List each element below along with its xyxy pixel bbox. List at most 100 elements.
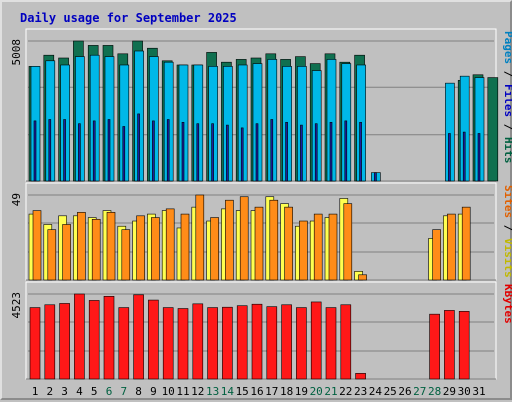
bar-visits-sites-29	[447, 213, 456, 281]
bar-kbytes-kbytes-3	[59, 303, 70, 380]
bar-visits-sites-8	[136, 215, 145, 281]
bar-visits-sites-12	[195, 194, 205, 281]
x-tick-label-27: 27	[413, 385, 426, 398]
bar-kbytes-kbytes-17	[266, 306, 278, 380]
x-tick-label-1: 1	[32, 385, 39, 398]
bar-kbytes-kbytes-23	[355, 373, 366, 380]
bar-kbytes-kbytes-8	[133, 294, 144, 380]
legend-label-traffic-2: Files	[502, 84, 512, 117]
x-tick-label-16: 16	[250, 385, 263, 398]
x-tick-label-22: 22	[339, 385, 352, 398]
bar-visits-sites-6	[106, 212, 116, 281]
bar-visits-sites-14	[225, 199, 234, 281]
bar-traffic-files-18	[285, 121, 288, 182]
bar-kbytes-kbytes-4	[74, 293, 85, 380]
bar-kbytes-kbytes-7	[118, 307, 130, 380]
x-tick-label-18: 18	[280, 385, 293, 398]
bar-traffic-files-6	[107, 119, 111, 182]
bar-kbytes-kbytes-12	[192, 303, 204, 380]
bar-traffic-files-7	[122, 126, 126, 182]
bar-traffic-files-17	[270, 119, 274, 182]
bar-traffic-files-9	[152, 120, 155, 182]
y-max-label-traffic: 5008	[10, 39, 23, 66]
bar-visits-sites-4	[77, 212, 86, 281]
bar-visits-sites-30	[461, 206, 471, 281]
bar-traffic-files-16	[255, 123, 259, 182]
bar-kbytes-kbytes-14	[222, 306, 233, 380]
bar-visits-sites-20	[313, 213, 323, 281]
x-tick-label-2: 2	[46, 385, 53, 398]
x-tick-label-4: 4	[76, 385, 83, 398]
bar-traffic-files-23	[359, 121, 362, 182]
y-max-label-kbytes: 4523	[10, 292, 23, 319]
x-tick-label-13: 13	[206, 385, 219, 398]
bar-traffic-files-31	[477, 133, 481, 182]
bar-visits-sites-16	[254, 206, 264, 281]
x-tick-label-3: 3	[61, 385, 68, 398]
x-tick-label-31: 31	[472, 385, 485, 398]
bar-traffic-files-3	[63, 119, 66, 182]
bar-kbytes-kbytes-11	[177, 308, 189, 380]
bar-traffic-hits-32	[487, 77, 499, 182]
x-tick-label-10: 10	[162, 385, 175, 398]
x-tick-label-8: 8	[135, 385, 142, 398]
x-tick-label-24: 24	[369, 385, 383, 398]
legend-label-kbytes-0: KBytes	[502, 284, 512, 324]
bar-visits-sites-9	[151, 217, 160, 281]
y-max-label-visits: 49	[10, 193, 23, 206]
bar-visits-sites-7	[121, 229, 131, 281]
bar-traffic-files-24	[374, 172, 377, 182]
legend-label-visits-1: /	[502, 218, 512, 238]
bar-traffic-files-13	[211, 123, 214, 182]
x-tick-label-19: 19	[295, 385, 308, 398]
legend-kbytes: KBytes	[502, 284, 512, 324]
bar-traffic-files-30	[462, 131, 466, 182]
x-tick-label-21: 21	[324, 385, 337, 398]
bar-traffic-files-22	[344, 120, 348, 182]
x-tick-label-12: 12	[191, 385, 204, 398]
bar-traffic-files-2	[48, 119, 52, 182]
x-tick-label-28: 28	[428, 385, 441, 398]
bar-kbytes-kbytes-20	[310, 301, 322, 380]
bar-visits-sites-1	[32, 210, 42, 281]
bar-visits-sites-28	[432, 229, 441, 281]
x-tick-label-17: 17	[265, 385, 278, 398]
bar-visits-sites-22	[343, 203, 353, 281]
bar-traffic-files-10	[166, 119, 170, 182]
x-tick-label-29: 29	[443, 385, 456, 398]
bar-traffic-files-12	[196, 123, 200, 182]
bar-visits-sites-11	[180, 213, 190, 281]
bar-kbytes-kbytes-10	[162, 307, 174, 380]
bar-traffic-files-11	[181, 121, 185, 182]
bar-kbytes-kbytes-1	[29, 307, 41, 380]
x-tick-label-30: 30	[458, 385, 471, 398]
legend-visits: Sites / Visits	[502, 185, 512, 278]
legend-label-visits-0: Sites	[502, 185, 512, 218]
bar-traffic-files-8	[137, 113, 140, 182]
x-tick-label-5: 5	[91, 385, 98, 398]
x-tick-label-26: 26	[398, 385, 411, 398]
bar-kbytes-kbytes-18	[281, 304, 292, 380]
legend-label-traffic-4: Hits	[502, 137, 512, 164]
bar-traffic-files-19	[300, 124, 303, 182]
bar-traffic-files-5	[92, 120, 96, 182]
bar-traffic-files-15	[240, 127, 244, 182]
x-tick-label-25: 25	[384, 385, 397, 398]
bar-visits-sites-2	[47, 229, 57, 281]
x-tick-label-7: 7	[120, 385, 127, 398]
bar-kbytes-kbytes-30	[458, 311, 470, 380]
bar-kbytes-kbytes-5	[88, 300, 100, 380]
bar-traffic-files-20	[314, 123, 318, 182]
bar-visits-sites-18	[284, 206, 293, 281]
bar-visits-sites-19	[299, 220, 308, 281]
bar-visits-sites-23	[358, 274, 367, 281]
bar-kbytes-kbytes-19	[296, 307, 307, 380]
bar-kbytes-kbytes-2	[44, 304, 56, 380]
legend-label-traffic-0: Pages	[502, 31, 512, 64]
bar-traffic-files-14	[226, 124, 229, 182]
x-tick-label-23: 23	[354, 385, 367, 398]
legend-label-traffic-1: /	[502, 64, 512, 84]
bar-kbytes-kbytes-13	[207, 307, 218, 380]
